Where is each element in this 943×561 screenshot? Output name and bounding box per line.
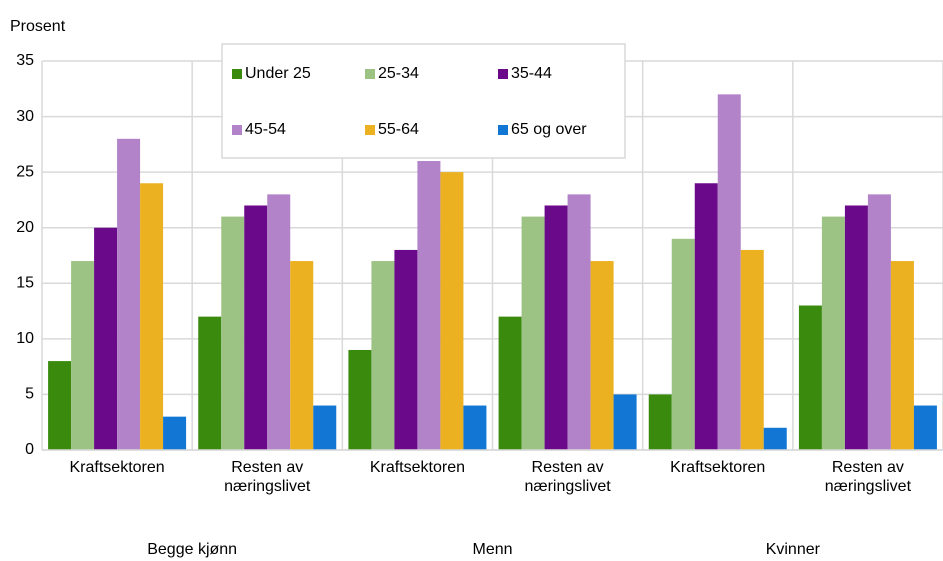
legend-swatch: [498, 69, 508, 79]
y-tick-label: 25: [16, 163, 34, 180]
bar: [798, 305, 822, 450]
legend-swatch: [232, 69, 242, 79]
bar: [821, 216, 845, 450]
bar: [717, 94, 741, 450]
bar: [117, 138, 141, 451]
bar: [267, 194, 291, 450]
y-tick-label: 0: [25, 441, 34, 458]
bar: [544, 205, 568, 450]
legend-label: 35-44: [511, 65, 552, 82]
group-label: Menn: [472, 541, 513, 558]
bar: [648, 394, 672, 450]
legend-label: 65 og over: [511, 121, 587, 138]
y-tick-label: 35: [16, 52, 34, 69]
bar: [71, 261, 95, 450]
bar: [394, 249, 418, 450]
bar: [440, 172, 464, 450]
bar: [890, 261, 914, 450]
y-axis-title: Prosent: [10, 18, 66, 35]
legend-label: Under 25: [245, 65, 311, 82]
group-label: Kvinner: [765, 541, 820, 558]
bar: [567, 194, 591, 450]
x-tick-label: Kraftsektoren: [369, 459, 465, 476]
bar: [590, 261, 614, 450]
legend-swatch: [365, 125, 375, 135]
bar: [844, 205, 868, 450]
bar: [740, 249, 764, 450]
legend-swatch: [498, 125, 508, 135]
bar: [348, 349, 372, 450]
y-tick-label: 20: [16, 219, 34, 236]
bar: [913, 405, 937, 450]
bar: [244, 205, 268, 450]
legend-label: 55-64: [378, 121, 419, 138]
x-tick-label: Kraftsektoren: [670, 459, 766, 476]
bar: [613, 394, 637, 450]
bar: [48, 361, 72, 450]
x-tick-label: Resten av næringslivet: [824, 459, 912, 495]
legend-label: 25-34: [378, 65, 419, 82]
x-tick-label: Resten av næringslivet: [224, 459, 311, 495]
bar: [463, 405, 487, 450]
y-tick-label: 15: [16, 275, 34, 292]
bar: [221, 216, 245, 450]
y-tick-label: 30: [16, 108, 34, 125]
bar: [763, 427, 787, 450]
bar: [417, 161, 441, 450]
bar: [371, 261, 395, 450]
legend-box: [221, 43, 626, 159]
legend-swatch: [365, 69, 375, 79]
bar: [671, 238, 695, 450]
y-tick-label: 5: [25, 386, 34, 403]
x-tick-label: Kraftsektoren: [69, 459, 165, 476]
bar: [290, 261, 314, 450]
bar: [867, 194, 891, 450]
bar: [313, 405, 337, 450]
bar: [140, 183, 164, 450]
bar: [498, 316, 522, 450]
legend-swatch: [232, 125, 242, 135]
bar: [163, 416, 187, 450]
y-tick-label: 10: [16, 330, 34, 347]
bar: [521, 216, 545, 450]
bar: [94, 227, 118, 450]
group-label: Begge kjønn: [147, 541, 238, 558]
x-tick-label: Resten av næringslivet: [524, 459, 611, 495]
legend-label: 45-54: [245, 121, 286, 138]
bar: [694, 183, 718, 450]
bar: [198, 316, 222, 450]
